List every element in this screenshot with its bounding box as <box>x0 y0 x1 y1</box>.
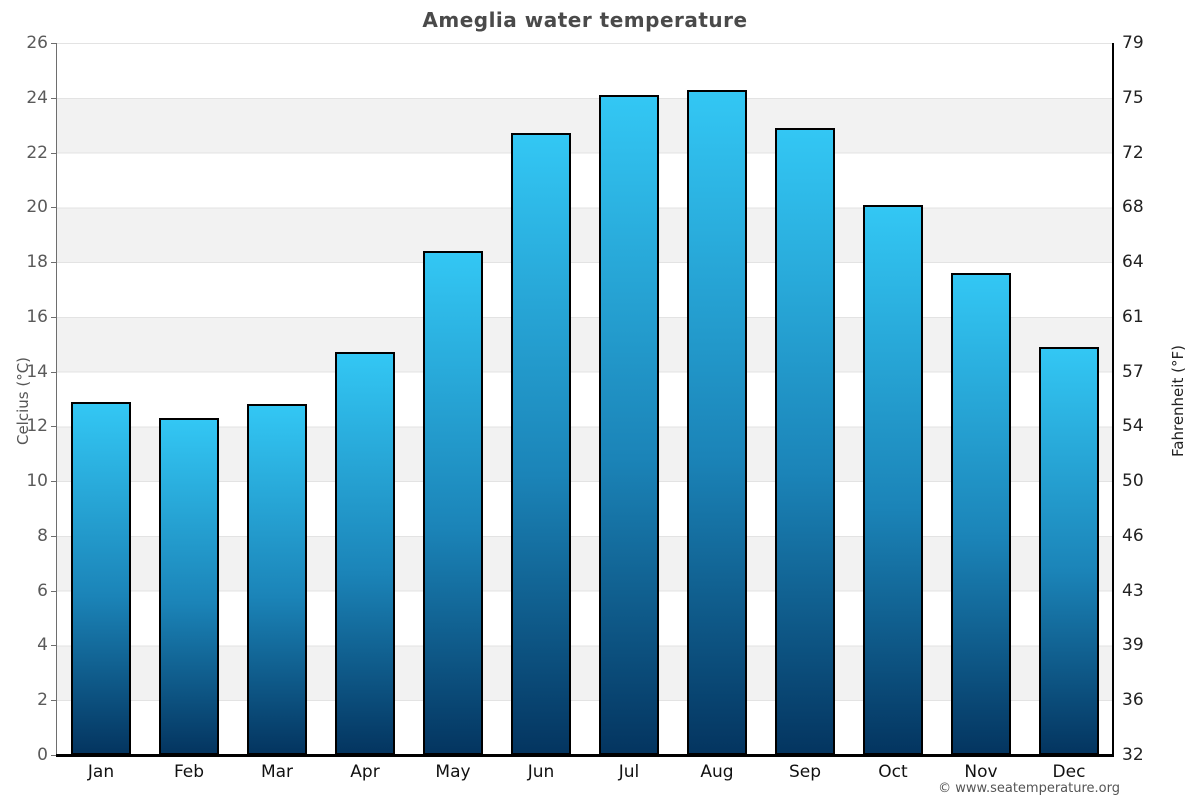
right-axis-line <box>1112 43 1114 755</box>
y-tick-left: 22 <box>26 142 48 163</box>
y-tick-right: 32 <box>1122 745 1144 765</box>
bar-oct <box>863 204 923 755</box>
bar-mar <box>247 404 307 755</box>
bar-nov <box>951 273 1011 755</box>
x-tick-nov: Nov <box>964 762 998 782</box>
bar-jun <box>511 133 571 755</box>
x-tick-jun: Jun <box>527 762 555 782</box>
x-tick-apr: Apr <box>350 762 380 782</box>
y-tick-left: 18 <box>26 252 48 273</box>
y-tick-right: 43 <box>1122 580 1144 601</box>
x-tick-sep: Sep <box>788 762 822 782</box>
y-tick-right: 61 <box>1122 306 1144 327</box>
y-tick-right: 64 <box>1122 252 1144 273</box>
chart-title: Ameglia water temperature <box>422 8 748 32</box>
y-tick-left: 8 <box>37 525 48 546</box>
y-tick-left: 10 <box>26 471 48 492</box>
bar-feb <box>159 418 219 755</box>
plot-area <box>57 43 1113 755</box>
y-tickmark-left <box>51 700 56 702</box>
y-tickmark-left <box>51 262 56 264</box>
y-tickmark-left <box>51 645 56 647</box>
bar-apr <box>335 352 395 755</box>
y-tickmark-left <box>51 371 56 373</box>
x-tick-jul: Jul <box>618 762 640 782</box>
y-tickmark-left <box>51 590 56 592</box>
bar-dec <box>1039 346 1099 755</box>
y-tick-left: 6 <box>37 580 48 601</box>
bar-jul <box>599 95 659 755</box>
x-axis-line <box>56 754 1114 757</box>
x-tick-jan: Jan <box>87 762 115 782</box>
y-tick-left: 2 <box>37 690 48 711</box>
x-tick-feb: Feb <box>173 762 205 782</box>
y-tick-right: 75 <box>1122 87 1144 108</box>
y-tickmark-left <box>51 426 56 428</box>
y-tickmark-left <box>51 535 56 537</box>
y-tickmark-left <box>51 152 56 154</box>
y-axis-label-fahrenheit: Fahrenheit (°F) <box>1169 345 1187 457</box>
y-tickmark-left <box>51 755 56 756</box>
y-tick-left: 0 <box>37 745 48 765</box>
y-tickmark-left <box>51 207 56 209</box>
y-tick-left: 16 <box>26 306 48 327</box>
bar-sep <box>775 127 835 755</box>
y-tick-right: 54 <box>1122 416 1144 437</box>
y-tick-left: 4 <box>37 635 48 656</box>
y-tick-left: 24 <box>26 87 48 108</box>
y-tickmark-left <box>51 43 56 44</box>
y-tick-left: 26 <box>26 33 48 53</box>
bar-aug <box>687 89 747 755</box>
y-tick-left: 14 <box>26 361 48 382</box>
y-tickmark-left <box>51 481 56 483</box>
x-tick-aug: Aug <box>700 762 734 782</box>
copyright-text: © www.seatemperature.org <box>938 781 1120 796</box>
bar-jan <box>71 401 131 755</box>
x-tick-may: May <box>435 762 471 782</box>
y-tick-right: 39 <box>1122 635 1144 656</box>
y-tick-right: 79 <box>1122 33 1144 53</box>
x-tick-dec: Dec <box>1052 762 1086 782</box>
y-tick-left: 12 <box>26 416 48 437</box>
y-tick-left: 20 <box>26 197 48 218</box>
bar-may <box>423 251 483 755</box>
y-tick-right: 50 <box>1122 471 1144 492</box>
y-tick-right: 68 <box>1122 197 1144 218</box>
y-tickmark-left <box>51 316 56 318</box>
left-axis-line <box>56 43 57 755</box>
y-tick-right: 46 <box>1122 525 1144 546</box>
x-tick-oct: Oct <box>878 762 908 782</box>
y-tick-right: 57 <box>1122 361 1144 382</box>
y-tick-right: 72 <box>1122 142 1144 163</box>
y-tick-right: 36 <box>1122 690 1144 711</box>
y-tickmark-left <box>51 97 56 99</box>
x-tick-mar: Mar <box>260 762 294 782</box>
